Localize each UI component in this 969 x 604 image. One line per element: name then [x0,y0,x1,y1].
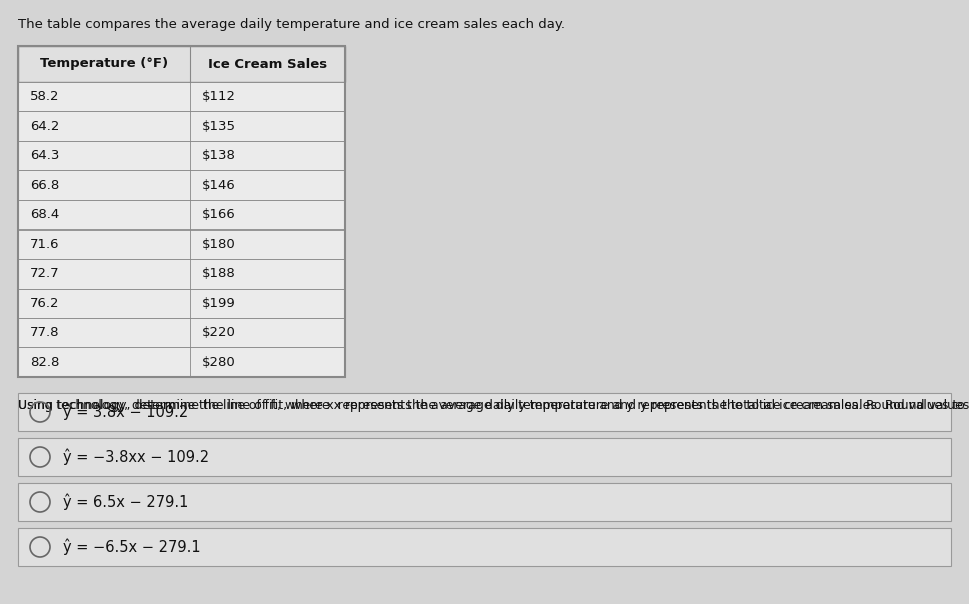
FancyBboxPatch shape [18,112,345,141]
FancyBboxPatch shape [18,82,345,112]
Text: 77.8: 77.8 [30,326,59,339]
Text: 58.2: 58.2 [30,90,59,103]
FancyBboxPatch shape [18,438,951,476]
Text: Temperature (°F): Temperature (°F) [40,57,168,71]
Text: $112: $112 [202,90,236,103]
Text: 72.7: 72.7 [30,267,60,280]
Text: The table compares the average daily temperature and ice cream sales each day.: The table compares the average daily tem… [18,18,565,31]
Text: Using technology, determine the line of fit, where x represents the average dail: Using technology, determine the line of … [18,399,969,412]
FancyBboxPatch shape [18,289,345,318]
Text: 64.2: 64.2 [30,120,59,133]
Text: ŷ = −3.8xx − 109.2: ŷ = −3.8xx − 109.2 [63,449,209,465]
Text: $220: $220 [202,326,235,339]
Text: ŷ = −6.5x − 279.1: ŷ = −6.5x − 279.1 [63,539,201,555]
FancyBboxPatch shape [18,230,345,259]
Text: Ice Cream Sales: Ice Cream Sales [208,57,328,71]
Text: $188: $188 [202,267,235,280]
FancyBboxPatch shape [18,259,345,289]
Text: $280: $280 [202,356,235,369]
FancyBboxPatch shape [18,483,951,521]
Text: 66.8: 66.8 [30,179,59,191]
FancyBboxPatch shape [18,318,345,347]
Text: $166: $166 [202,208,235,221]
FancyBboxPatch shape [18,170,345,200]
Text: 71.6: 71.6 [30,238,59,251]
Text: $180: $180 [202,238,235,251]
Text: $135: $135 [202,120,236,133]
FancyBboxPatch shape [18,141,345,170]
Text: $146: $146 [202,179,235,191]
FancyBboxPatch shape [18,200,345,230]
Text: 76.2: 76.2 [30,297,59,310]
FancyBboxPatch shape [18,528,951,566]
Text: ŷ = 3.8x − 109.2: ŷ = 3.8x − 109.2 [63,403,188,420]
Text: $138: $138 [202,149,235,162]
FancyBboxPatch shape [18,46,345,82]
Text: 68.4: 68.4 [30,208,59,221]
FancyBboxPatch shape [18,393,951,431]
Text: Using technology, determine the line of fit, where x represents the average dail: Using technology, determine the line of … [18,399,969,412]
Text: 82.8: 82.8 [30,356,59,369]
Text: ŷ = 6.5x − 279.1: ŷ = 6.5x − 279.1 [63,493,188,510]
FancyBboxPatch shape [18,347,345,377]
Text: 64.3: 64.3 [30,149,59,162]
Text: $199: $199 [202,297,235,310]
